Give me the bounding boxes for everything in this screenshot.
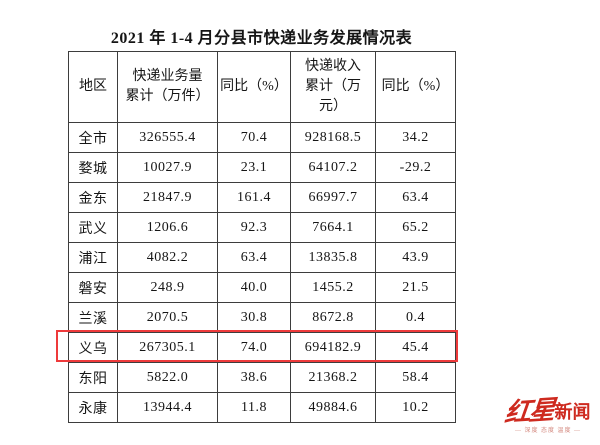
yoy-revenue-cell: 65.2 bbox=[375, 212, 456, 243]
revenue-cell: 66997.7 bbox=[290, 182, 376, 213]
yoy-revenue-cell: 21.5 bbox=[375, 272, 456, 303]
yoy-volume-cell: 40.0 bbox=[217, 272, 291, 303]
column-header-region: 地区 bbox=[68, 51, 118, 123]
volume-cell: 5822.0 bbox=[117, 362, 218, 393]
yoy-revenue-cell: -29.2 bbox=[375, 152, 456, 183]
revenue-cell: 1455.2 bbox=[290, 272, 376, 303]
revenue-cell: 8672.8 bbox=[290, 302, 376, 333]
yoy-revenue-cell: 63.4 bbox=[375, 182, 456, 213]
statistics-table: 地区 快递业务量 累计（万件） 同比（%） 快递收入 累计（万 元） 同比（%）… bbox=[68, 51, 456, 423]
volume-cell: 267305.1 bbox=[117, 332, 218, 363]
table-row: 婺城 10027.9 23.1 64107.2 -29.2 bbox=[68, 152, 456, 183]
yoy-volume-cell: 92.3 bbox=[217, 212, 291, 243]
table-row: 武义 1206.6 92.3 7664.1 65.2 bbox=[68, 212, 456, 243]
table-row: 永康 13944.4 11.8 49884.6 10.2 bbox=[68, 392, 456, 423]
logo-bold-text: 新闻 bbox=[554, 402, 591, 422]
table-row: 兰溪 2070.5 30.8 8672.8 0.4 bbox=[68, 302, 456, 333]
volume-cell: 326555.4 bbox=[117, 122, 218, 153]
yoy-revenue-cell: 58.4 bbox=[375, 362, 456, 393]
yoy-volume-cell: 23.1 bbox=[217, 152, 291, 183]
region-cell: 全市 bbox=[68, 122, 118, 153]
yoy-revenue-cell: 34.2 bbox=[375, 122, 456, 153]
news-watermark: 红星新闻 — 深度 态度 温度 — bbox=[499, 395, 597, 434]
column-header-volume: 快递业务量 累计（万件） bbox=[117, 51, 218, 123]
revenue-cell: 694182.9 bbox=[290, 332, 376, 363]
region-cell: 武义 bbox=[68, 212, 118, 243]
region-cell: 金东 bbox=[68, 182, 118, 213]
red-star-news-logo: 红星新闻 bbox=[499, 395, 597, 428]
region-cell: 兰溪 bbox=[68, 302, 118, 333]
volume-cell: 21847.9 bbox=[117, 182, 218, 213]
table-header-row: 地区 快递业务量 累计（万件） 同比（%） 快递收入 累计（万 元） 同比（%） bbox=[68, 51, 456, 123]
revenue-cell: 13835.8 bbox=[290, 242, 376, 273]
region-cell: 永康 bbox=[68, 392, 118, 423]
yoy-volume-cell: 161.4 bbox=[217, 182, 291, 213]
revenue-cell: 49884.6 bbox=[290, 392, 376, 423]
yoy-volume-cell: 63.4 bbox=[217, 242, 291, 273]
region-cell: 东阳 bbox=[68, 362, 118, 393]
column-header-revenue: 快递收入 累计（万 元） bbox=[290, 51, 376, 123]
yoy-volume-cell: 11.8 bbox=[217, 392, 291, 423]
yoy-volume-cell: 38.6 bbox=[217, 362, 291, 393]
volume-cell: 10027.9 bbox=[117, 152, 218, 183]
column-header-yoy-volume: 同比（%） bbox=[217, 51, 291, 123]
yoy-volume-cell: 70.4 bbox=[217, 122, 291, 153]
yoy-revenue-cell: 10.2 bbox=[375, 392, 456, 423]
yoy-revenue-cell: 45.4 bbox=[375, 332, 456, 363]
region-cell: 义乌 bbox=[68, 332, 118, 363]
revenue-cell: 64107.2 bbox=[290, 152, 376, 183]
region-cell: 婺城 bbox=[68, 152, 118, 183]
table-row: 东阳 5822.0 38.6 21368.2 58.4 bbox=[68, 362, 456, 393]
yoy-revenue-cell: 43.9 bbox=[375, 242, 456, 273]
logo-script-text: 红星 bbox=[503, 395, 556, 428]
column-header-yoy-revenue: 同比（%） bbox=[375, 51, 456, 123]
yoy-revenue-cell: 0.4 bbox=[375, 302, 456, 333]
volume-cell: 13944.4 bbox=[117, 392, 218, 423]
table-row-highlighted: 义乌 267305.1 74.0 694182.9 45.4 bbox=[68, 332, 456, 363]
revenue-cell: 21368.2 bbox=[290, 362, 376, 393]
yoy-volume-cell: 30.8 bbox=[217, 302, 291, 333]
yoy-volume-cell: 74.0 bbox=[217, 332, 291, 363]
table-row: 磐安 248.9 40.0 1455.2 21.5 bbox=[68, 272, 456, 303]
volume-cell: 4082.2 bbox=[117, 242, 218, 273]
table-row: 浦江 4082.2 63.4 13835.8 43.9 bbox=[68, 242, 456, 273]
volume-cell: 248.9 bbox=[117, 272, 218, 303]
region-cell: 浦江 bbox=[68, 242, 118, 273]
region-cell: 磐安 bbox=[68, 272, 118, 303]
revenue-cell: 928168.5 bbox=[290, 122, 376, 153]
table-row: 金东 21847.9 161.4 66997.7 63.4 bbox=[68, 182, 456, 213]
logo-tagline: — 深度 态度 温度 — bbox=[514, 428, 581, 434]
volume-cell: 2070.5 bbox=[117, 302, 218, 333]
page-title: 2021 年 1-4 月分县市快递业务发展情况表 bbox=[110, 30, 413, 47]
revenue-cell: 7664.1 bbox=[290, 212, 376, 243]
table-row: 全市 326555.4 70.4 928168.5 34.2 bbox=[68, 122, 456, 153]
volume-cell: 1206.6 bbox=[117, 212, 218, 243]
